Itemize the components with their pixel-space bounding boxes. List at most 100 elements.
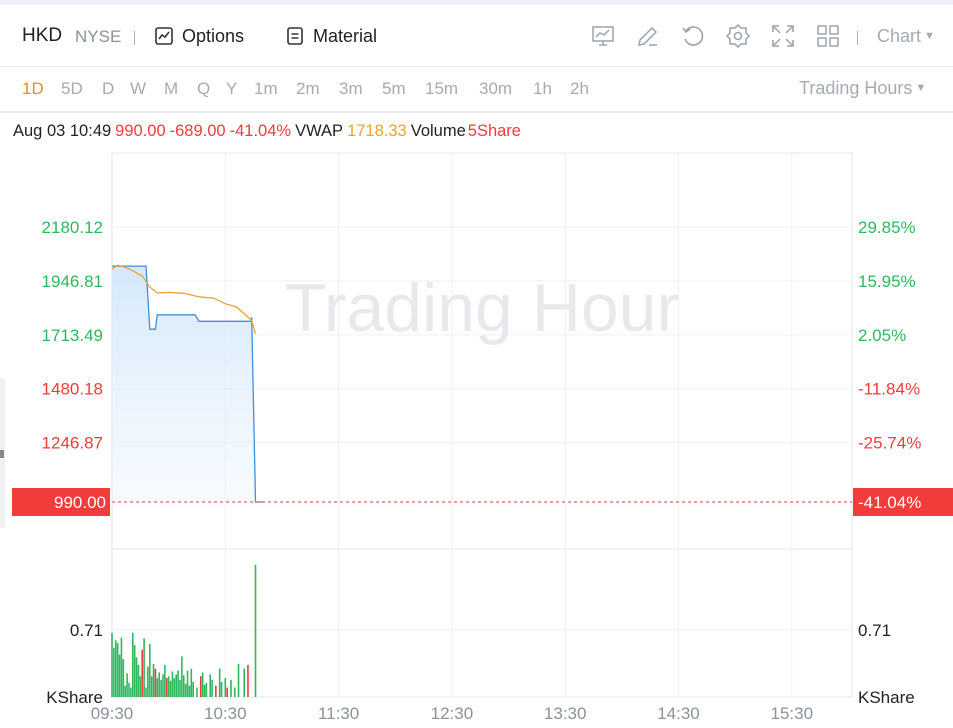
- price-area: [112, 266, 264, 502]
- pct-tick-label: -11.84%: [858, 380, 920, 399]
- volume-tick-label: 0.71: [858, 621, 891, 640]
- volume-bar: [211, 679, 213, 697]
- volume-bar: [148, 644, 151, 697]
- trend-chart-icon[interactable]: [590, 23, 616, 49]
- gear-icon[interactable]: [725, 23, 751, 49]
- volume-bar: [182, 675, 185, 697]
- volume-label: Volume: [410, 122, 466, 140]
- pencil-icon[interactable]: [635, 23, 661, 49]
- volume-bar: [162, 674, 164, 697]
- price-tick-label: 1246.87: [42, 434, 103, 453]
- time-tick-label: 12:30: [431, 704, 474, 723]
- quote-price: 990.00: [115, 122, 166, 140]
- time-tick-label: 15:30: [771, 704, 814, 723]
- period-2m[interactable]: 2m: [296, 79, 320, 98]
- volume-bar: [126, 673, 128, 697]
- period-5m[interactable]: 5m: [382, 79, 406, 98]
- volume-bar: [215, 685, 217, 697]
- volume-bar: [179, 679, 181, 697]
- volume-bar: [143, 638, 145, 697]
- volume-bar: [175, 674, 178, 697]
- period-1d[interactable]: 1D: [22, 79, 44, 98]
- refresh-icon[interactable]: [680, 23, 706, 49]
- time-tick-label: 13:30: [544, 704, 587, 723]
- volume-bar: [131, 632, 134, 697]
- chart-type-dropdown[interactable]: Chart ▼: [877, 26, 935, 47]
- period-d[interactable]: D: [102, 79, 115, 98]
- volume-bar: [184, 683, 187, 697]
- options-label: Options: [182, 25, 245, 46]
- volume-bar: [137, 664, 140, 697]
- period-15m[interactable]: 15m: [425, 79, 459, 98]
- volume-bar: [224, 678, 227, 697]
- volume-bar: [205, 682, 208, 697]
- caret-down-icon: ▼: [924, 30, 935, 42]
- price-tick-label: 2180.12: [42, 218, 103, 237]
- period-2h[interactable]: 2h: [570, 79, 589, 98]
- time-tick-label: 14:30: [657, 704, 700, 723]
- volume-bar: [114, 640, 117, 697]
- period-1h[interactable]: 1h: [533, 79, 552, 98]
- volume-bar: [254, 564, 257, 697]
- period-w[interactable]: W: [130, 79, 147, 98]
- volume-bar: [165, 678, 168, 697]
- period-y[interactable]: Y: [226, 79, 238, 98]
- period-q[interactable]: Q: [197, 79, 211, 98]
- volume-bar: [220, 681, 223, 697]
- volume-bar: [160, 679, 162, 697]
- fullscreen-icon[interactable]: [770, 23, 796, 49]
- volume-bar: [120, 637, 123, 697]
- volume-bar: [169, 680, 172, 697]
- volume-bar: [199, 676, 202, 697]
- volume-bar: [233, 687, 236, 697]
- volume-bar: [139, 676, 142, 697]
- material-button[interactable]: Material: [285, 21, 377, 51]
- volume-bar: [158, 672, 161, 697]
- header-divider: [857, 31, 858, 45]
- volume-bar: [230, 679, 232, 697]
- quote-info-line: Aug 03 10:49 990.00 -689.00 -41.04% VWAP 1718…: [13, 122, 525, 141]
- price-tick-label: 1713.49: [42, 326, 103, 345]
- volume-bar: [145, 687, 147, 697]
- quote-datetime: Aug 03 10:49: [13, 122, 112, 140]
- volume-bar: [130, 687, 132, 697]
- vwap-line: [111, 264, 257, 334]
- volume-bar: [147, 666, 149, 697]
- volume-bar: [203, 684, 206, 697]
- period-3m[interactable]: 3m: [339, 79, 363, 98]
- volume-bar: [122, 659, 125, 697]
- pct-tick-label: 2.05%: [858, 326, 906, 345]
- caret-down-icon: ▼: [915, 82, 927, 94]
- volume-bar: [150, 676, 153, 697]
- volume-bar: [237, 663, 240, 697]
- volume-bar: [177, 670, 179, 697]
- volume-bar: [167, 676, 170, 697]
- volume-bar: [226, 687, 228, 697]
- volume-bar: [152, 663, 155, 697]
- volume-bar: [133, 645, 136, 697]
- symbol-label[interactable]: HKD: [22, 25, 63, 46]
- options-button[interactable]: Options: [154, 21, 244, 51]
- volume-bar: [188, 685, 191, 697]
- volume-bar: [116, 643, 119, 697]
- quote-change-pct: -41.04%: [229, 122, 292, 140]
- trading-hours-label: Trading Hours: [799, 78, 913, 98]
- trading-hours-dropdown[interactable]: Trading Hours ▼: [799, 78, 926, 99]
- time-tick-label: 11:30: [318, 704, 359, 723]
- price-tick-label: 1946.81: [42, 272, 103, 291]
- grid-icon[interactable]: [815, 23, 841, 49]
- volume-bar: [156, 678, 159, 697]
- left-panel-handle[interactable]: [0, 378, 5, 528]
- volume-bar: [111, 632, 113, 697]
- period-m[interactable]: M: [164, 79, 179, 98]
- volume-tick-label: 0.71: [70, 621, 103, 640]
- period-30m[interactable]: 30m: [479, 79, 513, 98]
- time-tick-label: 10:30: [204, 704, 247, 723]
- volume-bar: [201, 672, 204, 697]
- top-border: [0, 0, 953, 5]
- watermark: Trading Hour: [285, 270, 679, 346]
- pct-tick-label: 29.85%: [858, 218, 916, 237]
- period-1m[interactable]: 1m: [254, 79, 278, 98]
- period-5d[interactable]: 5D: [61, 79, 83, 98]
